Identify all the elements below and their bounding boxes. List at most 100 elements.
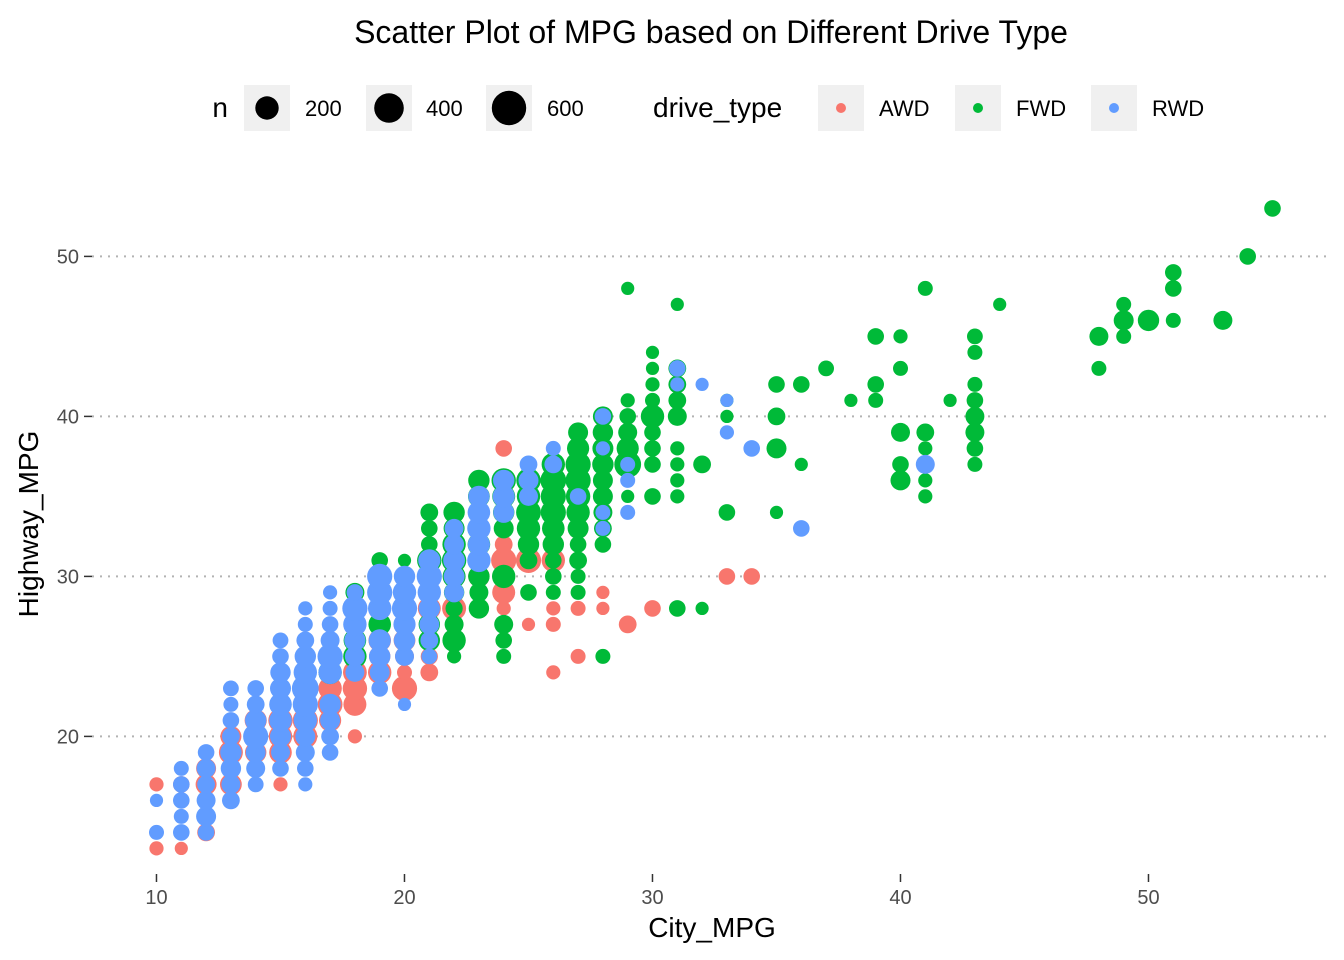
point-fwd	[868, 392, 884, 408]
point-rwd	[297, 616, 313, 632]
legend-size-dot-400	[374, 93, 404, 123]
color-legend-label-rwd: RWD	[1152, 96, 1204, 121]
point-rwd	[369, 662, 390, 683]
point-fwd	[1116, 328, 1132, 344]
point-rwd	[418, 597, 440, 620]
point-rwd	[297, 760, 314, 777]
point-rwd	[196, 758, 216, 778]
point-rwd	[272, 632, 289, 649]
point-fwd	[570, 568, 586, 584]
legend-color-dot-fwd	[973, 103, 983, 113]
point-awd	[596, 601, 610, 616]
point-awd	[545, 616, 561, 632]
point-awd	[420, 663, 439, 682]
point-awd	[644, 600, 661, 617]
legend: n 200 400 600 drive_type AWD FWD	[212, 85, 1204, 131]
x-axis-title: City_MPG	[648, 912, 776, 943]
point-fwd	[443, 501, 465, 524]
point-rwd	[245, 709, 267, 732]
point-fwd	[621, 281, 635, 295]
point-rwd	[298, 777, 313, 792]
point-fwd	[718, 504, 736, 521]
size-legend-key-400: 400	[366, 85, 463, 131]
point-rwd	[595, 520, 611, 536]
x-tick-label-50: 50	[1137, 887, 1159, 909]
point-rwd	[443, 565, 465, 587]
point-rwd	[620, 472, 636, 488]
point-fwd	[644, 424, 661, 441]
size-legend-label-200: 200	[305, 96, 342, 121]
x-tick-label-10: 10	[145, 887, 167, 909]
point-fwd	[695, 601, 709, 616]
point-fwd	[916, 423, 935, 442]
point-fwd	[917, 280, 933, 296]
point-fwd	[447, 649, 462, 664]
point-rwd	[293, 660, 317, 685]
point-fwd	[495, 632, 512, 649]
point-rwd	[367, 563, 393, 590]
point-fwd	[766, 438, 787, 459]
point-fwd	[1116, 296, 1132, 312]
point-awd	[546, 665, 561, 680]
point-fwd	[844, 393, 858, 407]
point-rwd	[321, 744, 339, 761]
point-rwd	[342, 595, 368, 622]
point-rwd	[346, 584, 364, 601]
y-axis-ticks: 20 30 40 50	[57, 246, 92, 748]
point-rwd	[246, 695, 265, 714]
point-awd	[496, 601, 511, 616]
point-rwd	[670, 377, 685, 392]
point-rwd	[220, 741, 242, 764]
point-fwd	[967, 456, 983, 472]
point-fwd	[570, 584, 586, 600]
point-fwd	[592, 470, 613, 491]
point-rwd	[173, 808, 189, 824]
point-rwd	[344, 629, 366, 652]
point-rwd	[371, 680, 389, 697]
point-rwd	[492, 485, 515, 508]
color-legend-key-awd: AWD	[818, 85, 930, 131]
point-awd	[397, 664, 412, 680]
point-rwd	[467, 548, 491, 573]
point-rwd	[345, 662, 365, 682]
point-rwd	[196, 806, 217, 827]
point-awd	[570, 648, 586, 664]
point-fwd	[670, 441, 685, 456]
point-fwd	[1091, 360, 1107, 376]
point-fwd	[890, 470, 911, 491]
x-tick-label-20: 20	[393, 887, 415, 909]
chart-title: Scatter Plot of MPG based on Different D…	[354, 14, 1068, 50]
point-fwd	[794, 457, 808, 471]
point-awd	[718, 568, 736, 585]
point-fwd	[967, 344, 983, 360]
color-legend-label-awd: AWD	[879, 96, 930, 121]
point-rwd	[620, 456, 636, 472]
point-fwd	[567, 437, 590, 460]
y-tick-label-50: 50	[57, 246, 79, 268]
point-fwd	[618, 422, 638, 442]
point-fwd	[645, 361, 660, 375]
point-fwd	[669, 600, 686, 617]
point-fwd	[670, 297, 684, 311]
point-rwd	[294, 645, 316, 668]
point-awd	[149, 777, 164, 792]
size-legend-label-600: 600	[547, 96, 584, 121]
y-axis-title: Highway_MPG	[13, 431, 44, 618]
point-rwd	[493, 469, 515, 492]
point-fwd	[567, 517, 589, 539]
point-fwd	[421, 536, 438, 553]
point-fwd	[640, 404, 665, 429]
point-rwd	[320, 630, 340, 650]
point-rwd	[393, 629, 416, 652]
point-fwd	[468, 469, 490, 492]
point-fwd	[545, 568, 562, 585]
point-fwd	[720, 409, 734, 423]
point-rwd	[197, 744, 215, 761]
point-rwd	[196, 790, 216, 810]
point-fwd	[542, 533, 564, 556]
point-fwd	[592, 486, 613, 507]
point-fwd	[893, 329, 908, 344]
point-rwd	[443, 549, 465, 572]
point-fwd	[769, 505, 784, 519]
